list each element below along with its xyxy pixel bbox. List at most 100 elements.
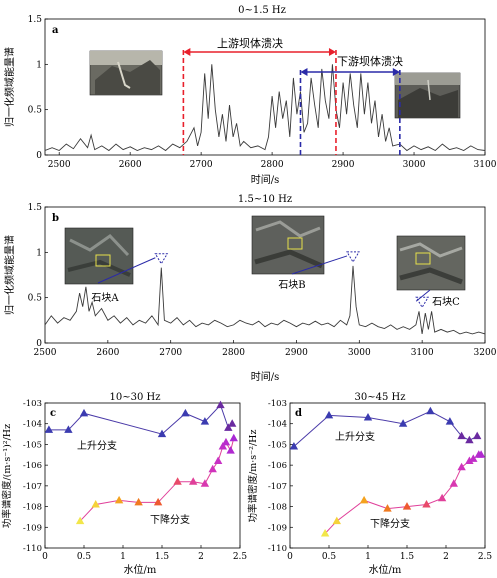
falling-branch-point <box>173 477 182 485</box>
x-tick-label: 2800 <box>261 160 284 170</box>
rising-branch-point <box>457 431 466 440</box>
y-tick-label: -107 <box>23 482 42 492</box>
panel-c-plot <box>44 400 238 525</box>
panel-d-xlabel: 水位/m <box>369 563 402 576</box>
rising-branch-point <box>473 431 482 440</box>
panel-d: 30~45 Hz d 功率谱密度/m·s⁻²/Hz 水位/m 0 0.5 1 1.5 2… <box>247 392 492 576</box>
panel-c-ylabel: 功率谱密度/(m·s⁻¹)²/Hz <box>1 424 13 528</box>
falling-branch-point <box>469 454 478 462</box>
y-tick-label: -107 <box>268 482 287 492</box>
series-line <box>45 64 485 152</box>
falling-branch-point <box>218 442 228 450</box>
falling-branch-point <box>134 497 143 506</box>
x-tick-label: 2 <box>443 552 449 562</box>
falling-branch-point <box>226 446 235 454</box>
panel-b-series-line <box>45 265 485 335</box>
y-tick-label: -103 <box>23 399 42 409</box>
y-tick-label: 1 <box>36 60 42 70</box>
falling-branch-point <box>402 502 412 510</box>
x-tick-label: 3000 <box>348 348 371 358</box>
rising-branch-point <box>289 442 299 450</box>
y-tick-label: -104 <box>23 420 42 430</box>
panel-a-annotations <box>182 48 401 155</box>
falling-branch-point <box>476 450 486 458</box>
panel-c-axes: 0 0.5 1 1.5 2 2.5 -103 -104 -105 -106 -107 -108 -109… <box>23 399 248 562</box>
panel-a-ylabel: 归一化频域能量谱 <box>3 47 16 127</box>
panel-d-rising-label: 上升分支 <box>335 431 375 443</box>
x-tick-label: 2800 <box>222 348 245 358</box>
falling-branch-point <box>221 437 231 446</box>
falling-branch-point <box>359 495 369 504</box>
stone-marker-triangle <box>346 251 360 263</box>
label-stone-c: 石块C <box>432 296 460 308</box>
panel-d-frame <box>289 402 486 549</box>
panel-b-axes: 2500 2600 2700 2800 2900 3000 3100 3200 0 0.5 1 1.5 <box>28 203 497 358</box>
x-tick-label: 0 <box>287 552 293 562</box>
x-tick-label: 3200 <box>474 348 497 358</box>
falling-branch-point <box>437 493 447 502</box>
y-tick-label: -104 <box>268 420 287 430</box>
y-tick-label: 0 <box>36 339 42 349</box>
y-tick-label: -106 <box>23 461 42 471</box>
panel-c-title: 10~30 Hz <box>110 392 161 403</box>
panel-a-photo-upstream <box>89 50 163 96</box>
x-tick-label: 1.5 <box>400 552 415 562</box>
x-tick-label: 2500 <box>34 348 57 358</box>
x-tick-label: 3100 <box>474 160 497 170</box>
falling-branch-point <box>457 462 466 471</box>
y-tick-label: -105 <box>23 440 42 450</box>
y-tick-label: 0 <box>36 151 42 161</box>
y-tick-label: -103 <box>268 399 287 409</box>
panel-b-photo-c <box>396 235 466 291</box>
downstream-arrowhead-left <box>300 68 308 76</box>
panel-b-frame <box>44 206 486 344</box>
y-tick-label: -108 <box>268 503 287 513</box>
x-tick-label: 2.5 <box>233 552 248 562</box>
falling-branch-point <box>465 456 474 464</box>
falling-branch-point <box>229 433 238 442</box>
x-tick-label: 1.5 <box>155 552 170 562</box>
y-tick-label: -109 <box>268 523 287 533</box>
panel-a-frame <box>44 18 486 156</box>
panel-c-rising-label: 上升分支 <box>77 440 117 452</box>
panel-a-series-line <box>45 64 485 152</box>
stone-marker-triangle <box>415 296 430 309</box>
label-stone-b: 石块B <box>278 279 305 291</box>
falling-branch-point <box>75 516 85 525</box>
y-tick-label: -110 <box>268 544 287 554</box>
panel-d-ylabel: 功率谱密度/m·s⁻²/Hz <box>247 430 259 523</box>
y-tick-label: 0.5 <box>28 294 43 304</box>
panel-c-frame <box>44 402 241 549</box>
panel-a-photo-downstream <box>394 72 461 119</box>
panel-a-letter: a <box>52 25 59 36</box>
falling-branch-point <box>213 456 223 464</box>
y-tick-label: 1 <box>36 248 42 258</box>
panel-b-letter: b <box>52 213 59 224</box>
rising-branch-point <box>79 408 89 417</box>
rising-branch-point <box>181 408 190 417</box>
falling-branch-point <box>189 477 198 485</box>
panel-d-title: 30~45 Hz <box>355 392 406 403</box>
y-tick-label: -105 <box>268 440 287 450</box>
panel-b-title: 1.5~10 Hz <box>238 194 292 205</box>
x-tick-label: 2.5 <box>478 552 493 562</box>
x-tick-label: 1 <box>120 552 126 562</box>
rising-branch-point <box>64 425 73 433</box>
panel-a-axes: 2500 2600 2700 2800 2900 3000 3100 0 0.5 1 1.5 <box>28 15 497 170</box>
x-tick-label: 2700 <box>159 348 182 358</box>
rising-branch-point <box>445 417 455 425</box>
y-tick-label: -108 <box>23 503 42 513</box>
falling-branch-point <box>153 497 163 506</box>
x-tick-label: 2500 <box>48 160 71 170</box>
falling-branch-point <box>383 504 392 512</box>
x-tick-label: 0 <box>42 552 48 562</box>
panel-c-xlabel: 水位/m <box>124 563 157 576</box>
falling-branch-point <box>114 495 124 504</box>
y-tick-label: -109 <box>23 523 42 533</box>
panel-d-letter: d <box>295 408 302 419</box>
panel-b-event-markers <box>97 251 431 309</box>
rising-branch-point <box>44 425 54 433</box>
y-tick-label: 1.5 <box>28 203 43 213</box>
series-line <box>45 265 485 335</box>
x-tick-label: 3000 <box>403 160 426 170</box>
